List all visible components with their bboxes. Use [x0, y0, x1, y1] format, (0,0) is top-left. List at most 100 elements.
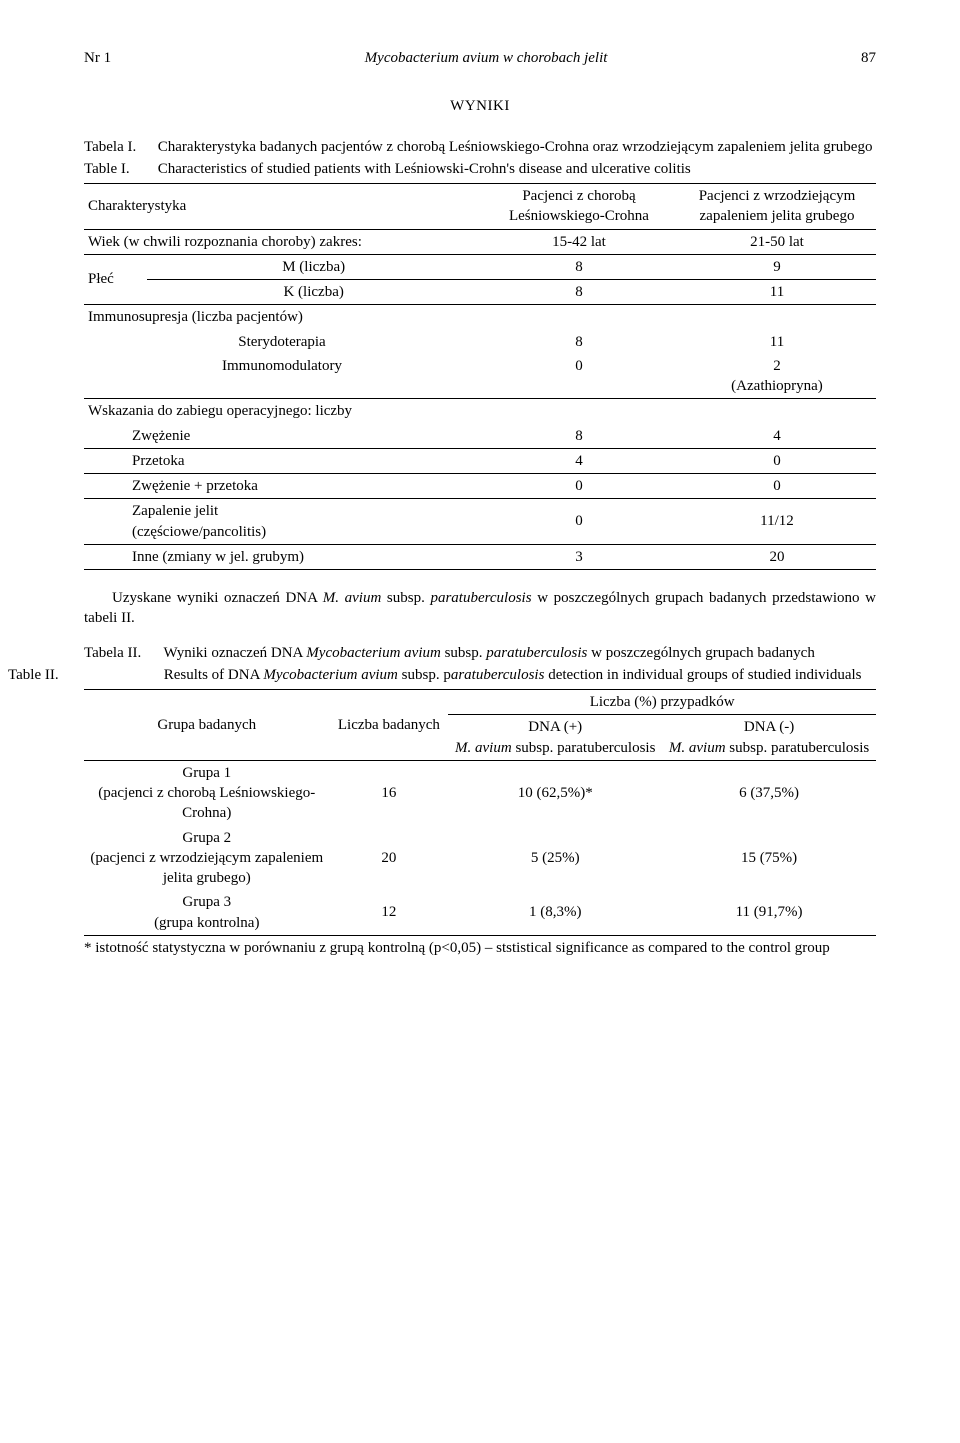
- running-head-center-italic: Mycobacterium avium: [365, 50, 500, 66]
- t2cap-en-post: detection in individual groups of studie…: [544, 667, 861, 683]
- t2cap-pl-pre: Wyniki oznaczeń DNA: [163, 645, 306, 661]
- t2cap-en-it2: aratuberculosis: [451, 667, 545, 683]
- running-head-left: Nr 1: [84, 48, 111, 68]
- table2-caption-pl-label: Tabela II.: [84, 643, 160, 663]
- table2-caption-en-label: Table II.: [84, 665, 160, 685]
- table1-plec-m-v2: 9: [678, 254, 876, 279]
- table2-row-g1: Grupa 1 (pacjenci z chorobą Leśniowskieg…: [84, 760, 876, 825]
- table2-head-c1: Grupa badanych: [84, 690, 330, 761]
- running-head: Nr 1 Mycobacterium avium w chorobach jel…: [84, 48, 876, 68]
- table1-row-plec-m: Płeć M (liczba) 8 9: [84, 254, 876, 279]
- t2cap-en-mid: subsp. p: [398, 667, 451, 683]
- table2-head-row1: Grupa badanych Liczba badanych Liczba (%…: [84, 690, 876, 715]
- t2-g3-neg: 11 (91,7%): [662, 890, 876, 935]
- table1-row-plec-k: K (liczba) 8 11: [84, 280, 876, 305]
- t2cap-pl-it2: paratuberculosis: [486, 645, 587, 661]
- t2-g2-pos: 5 (25%): [448, 826, 662, 891]
- table1-sterydo-v2: 11: [678, 330, 876, 354]
- table1-row-wskazania-label: Wskazania do zabiegu operacyjnego: liczb…: [84, 399, 876, 424]
- table1-wiek-v1: 15-42 lat: [480, 229, 678, 254]
- table1-sterydo-v1: 8: [480, 330, 678, 354]
- table1-immunomod-label: Immunomodulatory: [84, 354, 480, 399]
- table1-plec-k-v1: 8: [480, 280, 678, 305]
- table1-row-zapalenie: Zapalenie jelit (częściowe/pancolitis) 0…: [84, 499, 876, 545]
- table1-inne-v2: 20: [678, 544, 876, 569]
- table1-zwezenie-v1: 8: [480, 424, 678, 449]
- table1-row-immuno-label: Immunosupresja (liczba pacjentów): [84, 305, 876, 330]
- mid-paragraph-it2: paratuberculosis: [430, 590, 531, 606]
- table1-inne-v1: 3: [480, 544, 678, 569]
- table2-head-c2: Liczba badanych: [330, 690, 449, 761]
- t2-g2-n: 20: [330, 826, 449, 891]
- t2cap-pl-it: Mycobacterium avium: [306, 645, 441, 661]
- t2-c3a-l1: DNA (+): [528, 719, 582, 735]
- running-head-right: 87: [861, 48, 876, 68]
- t2-g2-label: Grupa 2 (pacjenci z wrzodziejącym zapale…: [84, 826, 330, 891]
- table1-sterydo-label: Sterydoterapia: [84, 330, 480, 354]
- table1-zwezenie-v2: 4: [678, 424, 876, 449]
- table1-wiek-v2: 21-50 lat: [678, 229, 876, 254]
- t2cap-pl-mid: subsp.: [441, 645, 486, 661]
- table1-wiek-label: Wiek (w chwili rozpoznania choroby) zakr…: [84, 229, 480, 254]
- table1-caption-en: Table I. Characteristics of studied pati…: [84, 159, 876, 179]
- t2-g3-n: 12: [330, 890, 449, 935]
- table1-head-c3: Pacjenci z wrzodziejącym zapaleniem jeli…: [678, 184, 876, 230]
- t2-g2-neg: 15 (75%): [662, 826, 876, 891]
- t2-c3a-l2: subsp. paratuberculosis: [512, 740, 656, 756]
- table1-przetoka-v1: 4: [480, 448, 678, 473]
- table2-caption-pl: Tabela II. Wyniki oznaczeń DNA Mycobacte…: [84, 643, 876, 663]
- t2-c3b-l2: subsp. paratuberculosis: [726, 740, 870, 756]
- table2-head-c3a: DNA (+) M. avium subsp. paratuberculosis: [448, 715, 662, 761]
- table1-row-przetoka: Przetoka 4 0: [84, 448, 876, 473]
- mid-paragraph-pre: Uzyskane wyniki oznaczeń DNA: [112, 590, 323, 606]
- table1-row-inne: Inne (zmiany w jel. grubym) 3 20: [84, 544, 876, 569]
- table1-zwez-przet-label: Zwężenie + przetoka: [84, 474, 480, 499]
- table2-row-g2: Grupa 2 (pacjenci z wrzodziejącym zapale…: [84, 826, 876, 891]
- table2-footnote: * istotność statystyczna w porównaniu z …: [84, 938, 876, 958]
- table1-head-c2: Pacjenci z chorobą Leśniowskiego-Crohna: [480, 184, 678, 230]
- table1-caption-en-label: Table I.: [84, 159, 154, 179]
- table1-zapalenie-v2: 11/12: [678, 499, 876, 545]
- table1-zwezenie-label: Zwężenie: [84, 424, 480, 449]
- table1-inne-label: Inne (zmiany w jel. grubym): [84, 544, 480, 569]
- table2-caption-pl-text: Wyniki oznaczeń DNA Mycobacterium avium …: [163, 645, 814, 661]
- table1-zapalenie-v1: 0: [480, 499, 678, 545]
- t2-g1-pos: 10 (62,5%)*: [448, 760, 662, 825]
- table1-przetoka-label: Przetoka: [84, 448, 480, 473]
- table2-row-g3: Grupa 3 (grupa kontrolna) 12 1 (8,3%) 11…: [84, 890, 876, 935]
- table2-head-c3b: DNA (-) M. avium subsp. paratuberculosis: [662, 715, 876, 761]
- table1-caption-pl: Tabela I. Charakterystyka badanych pacje…: [84, 137, 876, 157]
- table1-header-row: Charakterystyka Pacjenci z chorobą Leśni…: [84, 184, 876, 230]
- t2-c3b-l1: DNA (-): [744, 719, 794, 735]
- table1-head-c1: Charakterystyka: [84, 184, 480, 230]
- table1-plec-k-v2: 11: [678, 280, 876, 305]
- table1: Charakterystyka Pacjenci z chorobą Leśni…: [84, 183, 876, 570]
- t2-g3-pos: 1 (8,3%): [448, 890, 662, 935]
- t2cap-pl-post: w poszczególnych grupach badanych: [587, 645, 814, 661]
- table1-caption-en-text: Characteristics of studied patients with…: [158, 161, 691, 177]
- table2-head-c3top: Liczba (%) przypadków: [448, 690, 876, 715]
- table1-plec-label: Płeć: [84, 254, 147, 305]
- table1-plec-m-v1: 8: [480, 254, 678, 279]
- table1-zwez-przet-v2: 0: [678, 474, 876, 499]
- table1-immuno-label: Immunosupresja (liczba pacjentów): [84, 305, 876, 330]
- table2: Grupa badanych Liczba badanych Liczba (%…: [84, 689, 876, 936]
- mid-paragraph-it1: M. avium: [323, 590, 382, 606]
- t2-c3b-it: M. avium: [669, 740, 726, 756]
- table1-wskazania-label: Wskazania do zabiegu operacyjnego: liczb…: [84, 399, 876, 424]
- t2-g1-label: Grupa 1 (pacjenci z chorobą Leśniowskieg…: [84, 760, 330, 825]
- t2-c3a-it: M. avium: [455, 740, 512, 756]
- table2-caption-en-text: Results of DNA Mycobacterium avium subsp…: [164, 667, 862, 683]
- table1-zapalenie-label: Zapalenie jelit (częściowe/pancolitis): [84, 499, 480, 545]
- table1-caption-pl-label: Tabela I.: [84, 137, 154, 157]
- table1-plec-k-label: K (liczba): [147, 280, 480, 305]
- section-title: WYNIKI: [84, 96, 876, 116]
- running-head-center: Mycobacterium avium w chorobach jelit: [365, 48, 608, 68]
- table1-immunomod-v1: 0: [480, 354, 678, 399]
- table1-row-wiek: Wiek (w chwili rozpoznania choroby) zakr…: [84, 229, 876, 254]
- table2-caption-en: Table II. Results of DNA Mycobacterium a…: [84, 665, 876, 685]
- table1-zwez-przet-v1: 0: [480, 474, 678, 499]
- table1-row-immunomod: Immunomodulatory 0 2 (Azathiopryna): [84, 354, 876, 399]
- t2-g3-label: Grupa 3 (grupa kontrolna): [84, 890, 330, 935]
- table1-immunomod-v2: 2 (Azathiopryna): [678, 354, 876, 399]
